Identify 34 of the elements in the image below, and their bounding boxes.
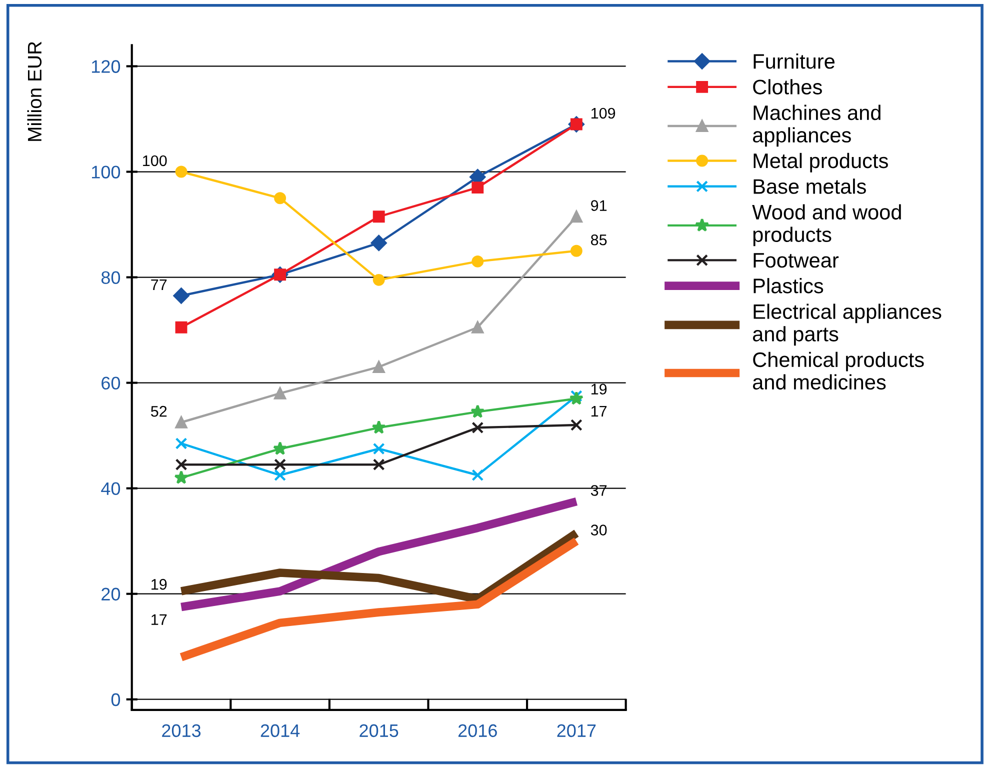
annotation: 109 bbox=[591, 108, 616, 119]
y-tick-label: 80 bbox=[101, 271, 120, 284]
annotation: 85 bbox=[590, 234, 607, 246]
y-tick-label: 20 bbox=[102, 588, 120, 601]
legend-label: Wood and wood products bbox=[752, 204, 901, 246]
x-tick-label: 2015 bbox=[360, 724, 398, 738]
annotation: 17 bbox=[591, 406, 607, 416]
x-tick-label: 2013 bbox=[162, 724, 201, 738]
annotation: 19 bbox=[591, 384, 607, 395]
annotation: 100 bbox=[143, 155, 167, 166]
legend-label: Machines and appliances bbox=[752, 104, 880, 147]
legend-label: Electrical appliances and parts bbox=[752, 304, 942, 346]
legend-label: Chemical products and medicines bbox=[752, 352, 924, 390]
x-tick-label: 2016 bbox=[458, 724, 497, 738]
annotation: 91 bbox=[591, 200, 607, 211]
annotation: 30 bbox=[590, 524, 607, 536]
x-tick-label: 2014 bbox=[260, 724, 300, 738]
y-tick-label: 100 bbox=[92, 166, 120, 178]
y-tick-label: 60 bbox=[102, 376, 120, 390]
y-axis-title: Million EUR bbox=[27, 42, 42, 141]
annotation: 77 bbox=[151, 279, 167, 290]
legend-label: Plastics bbox=[754, 278, 824, 294]
legend-label: Metal products bbox=[754, 152, 888, 172]
y-tick-label: 40 bbox=[101, 482, 120, 496]
legend-label: Footwear bbox=[754, 253, 839, 268]
legend-label: Furniture bbox=[754, 53, 835, 69]
annotation: 19 bbox=[152, 578, 167, 590]
y-tick-label: 0 bbox=[111, 693, 120, 706]
annotation: 17 bbox=[152, 614, 167, 625]
annotation: 52 bbox=[150, 406, 167, 417]
legend-label: Base metals bbox=[754, 178, 866, 194]
y-tick-label: 120 bbox=[92, 60, 120, 73]
x-tick-label: 2017 bbox=[557, 724, 596, 738]
legend-label: Clothes bbox=[753, 79, 822, 94]
